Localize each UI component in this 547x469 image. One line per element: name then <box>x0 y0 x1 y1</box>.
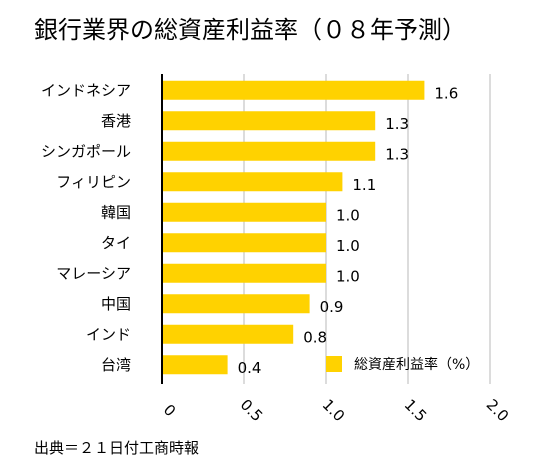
chart-title: 銀行業界の総資産利益率（０８年予測） <box>34 16 466 44</box>
category-label: マレーシア <box>56 264 131 282</box>
bar <box>162 111 376 131</box>
bar <box>162 294 310 314</box>
category-label: フィリピン <box>56 173 131 191</box>
bar <box>162 141 376 161</box>
data-label: 1.0 <box>336 237 360 255</box>
bar <box>162 263 326 283</box>
data-label: 1.0 <box>336 206 360 224</box>
x-tick-label: 2.0 <box>483 396 513 426</box>
data-label: 1.1 <box>352 176 376 194</box>
category-label: シンガポール <box>41 142 131 160</box>
category-label: 台湾 <box>101 356 131 374</box>
data-label: 1.3 <box>385 145 409 163</box>
data-label: 1.3 <box>385 115 409 133</box>
legend-label: 総資産利益率（%） <box>354 356 479 373</box>
bar <box>162 233 326 253</box>
bar <box>162 80 425 100</box>
category-label: 中国 <box>101 295 131 313</box>
bar <box>162 202 326 222</box>
category-label: インド <box>86 325 131 343</box>
category-label: タイ <box>101 234 131 252</box>
data-label: 0.9 <box>320 298 344 316</box>
x-tick-label: 1.5 <box>401 396 431 426</box>
source-note: 出典＝２１日付工商時報 <box>34 439 200 457</box>
category-label: インドネシア <box>41 81 131 99</box>
data-label: 1.6 <box>434 84 458 102</box>
bar <box>162 172 343 192</box>
bar <box>162 355 228 375</box>
x-tick-label: 1.0 <box>319 396 349 426</box>
bar <box>162 324 294 344</box>
data-label: 0.4 <box>238 359 262 377</box>
x-tick-label: 0.5 <box>237 396 267 426</box>
data-label: 1.0 <box>336 267 360 285</box>
data-label: 0.8 <box>303 328 327 346</box>
legend-swatch <box>326 356 342 372</box>
category-label: 韓国 <box>101 203 131 221</box>
x-tick-label: 0 <box>160 401 179 420</box>
category-label: 香港 <box>101 112 131 130</box>
